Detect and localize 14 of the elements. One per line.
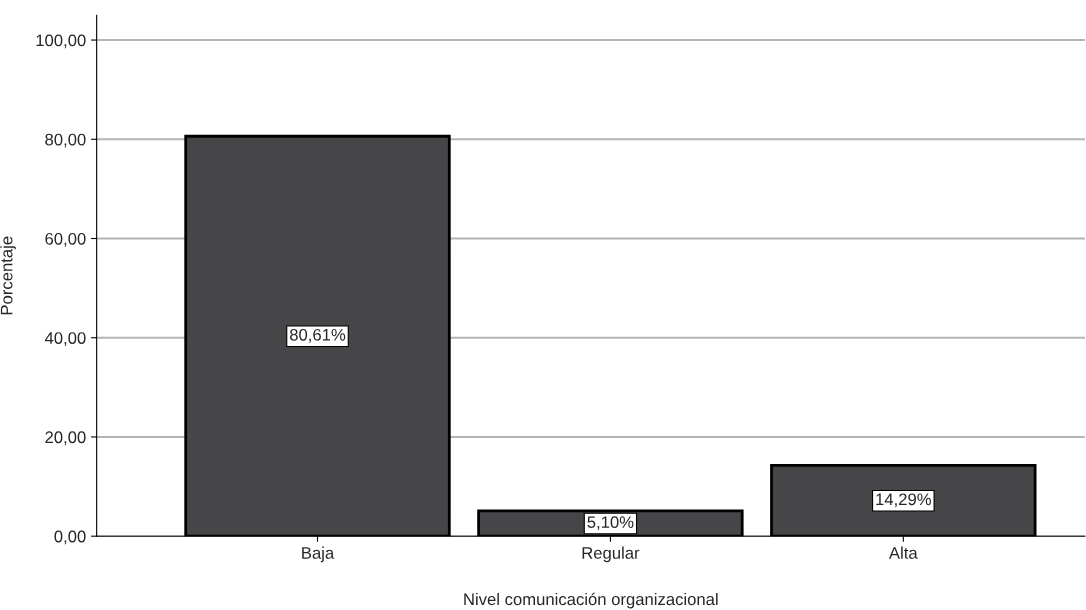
data-label: 80,61% xyxy=(289,328,346,343)
x-tick-label: Regular xyxy=(582,546,640,563)
y-tick-label: 100,00 xyxy=(36,34,86,49)
x-axis-title: Nivel comunicación organizacional xyxy=(464,592,718,609)
y-tick-label: 20,00 xyxy=(45,431,86,446)
data-label: 14,29% xyxy=(876,493,931,508)
data-label: 5,10% xyxy=(587,516,634,530)
x-tick-label: Baja xyxy=(302,546,335,563)
y-axis-title: Porcentaje xyxy=(0,236,16,315)
y-tick-label: 80,00 xyxy=(45,133,86,148)
x-tick-label: Alta xyxy=(888,546,918,559)
y-tick-label: 60,00 xyxy=(45,232,86,247)
y-tick-label: 0,00 xyxy=(54,530,86,545)
y-tick-label: 40,00 xyxy=(44,332,86,346)
